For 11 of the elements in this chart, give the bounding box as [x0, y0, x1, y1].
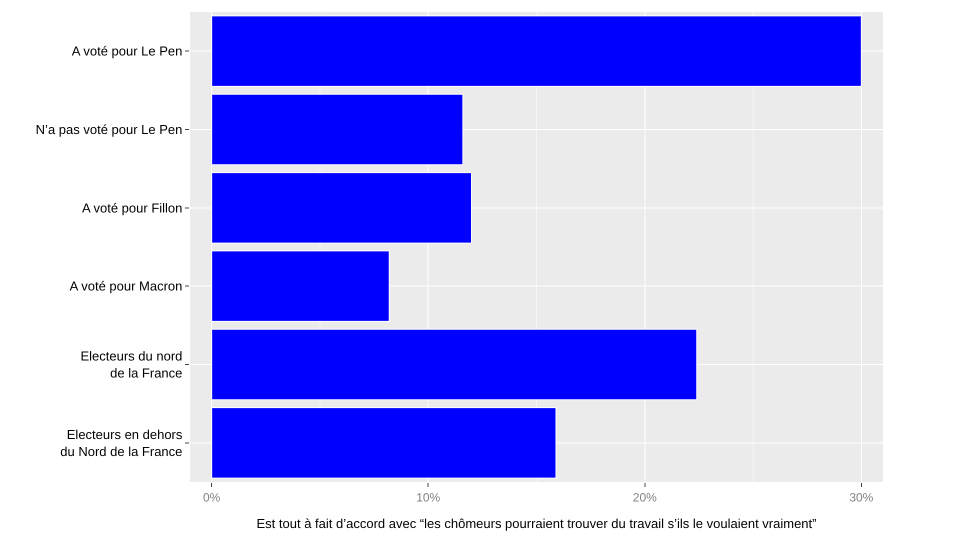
x-tick-label: 10%: [416, 490, 441, 504]
y-tick-label: Electeurs en dehors du Nord de la France: [60, 426, 183, 459]
x-tick-label: 0%: [202, 490, 221, 504]
x-tick-label: 30%: [849, 490, 874, 504]
x-tick-label: 20%: [632, 490, 658, 504]
y-tick-label: A voté pour Le Pen: [72, 44, 182, 59]
y-tick-label: Electeurs du nord de la France: [80, 348, 182, 380]
y-tick-label: A voté pour Macron: [70, 278, 182, 294]
y-tick-label: N’a pas voté pour Le Pen: [36, 122, 182, 138]
y-tick-label: A voté pour Fillon: [82, 200, 182, 216]
x-axis-title: Est tout à fait d’accord avec “les chômeurs pourraient trouver du travail s’ils le voulaient vraiment”: [256, 516, 816, 531]
